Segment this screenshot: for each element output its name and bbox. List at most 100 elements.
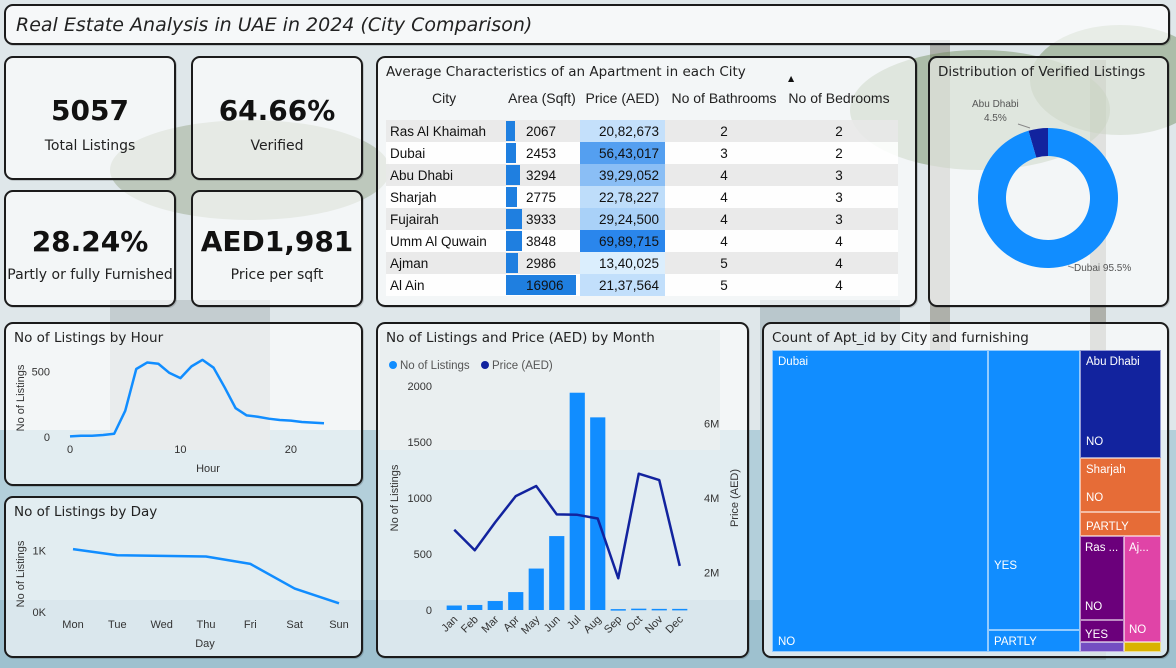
apt-count-treemap-card[interactable]: Count of Apt_id by City and furnishing D…: [762, 322, 1169, 658]
cell-bedrooms: 4: [835, 277, 843, 293]
table-row[interactable]: Sharjah 2775 22,78,227 4 3: [386, 186, 898, 208]
cell-city: Fujairah: [390, 211, 439, 227]
donut-slice-dubai[interactable]: [978, 128, 1118, 268]
cell-bedrooms: 3: [835, 167, 843, 183]
cell-city: Ras Al Khaimah: [390, 123, 487, 139]
cell-bedrooms: 3: [835, 189, 843, 205]
bar-listings[interactable]: [672, 608, 688, 611]
cell-area-value: 2453: [526, 145, 557, 161]
area-data-bar: [506, 165, 520, 185]
treemap-cell-dubai-no[interactable]: [772, 350, 988, 652]
verified-listings-donut-card[interactable]: Distribution of Verified Listings Abu Dh…: [928, 56, 1169, 307]
area-data-bar: [506, 231, 522, 251]
apartment-characteristics-table-card[interactable]: Average Characteristics of an Apartment …: [376, 56, 917, 307]
kpi-verified[interactable]: 64.66% Verified: [191, 56, 363, 180]
x-tick-label: Apr: [501, 613, 522, 634]
col-header-bedrooms[interactable]: No of Bedrooms: [788, 90, 890, 106]
col-header-area[interactable]: Area (Sqft): [508, 90, 576, 106]
cell-price: 21,37,564: [580, 274, 665, 296]
treemap-cell-ajman-other[interactable]: [1124, 642, 1161, 652]
col-header-bathrooms[interactable]: No of Bathrooms: [671, 90, 777, 106]
listings-price-by-month-chart: No of Listings Price (AED) 0 500 1000 1500 200…: [389, 360, 741, 637]
treemap-label-abu-dhabi-no: NO: [1086, 436, 1104, 448]
bar-listings[interactable]: [651, 608, 667, 611]
bar-listings[interactable]: [590, 417, 606, 610]
table-row[interactable]: Dubai 2453 56,43,017 3 2: [386, 142, 898, 164]
listings-price-by-month-card[interactable]: No of Listings and Price (AED) by Month …: [376, 322, 749, 658]
area-data-bar: [506, 209, 523, 229]
treemap-label-abu-dhabi: Abu Dhabi: [1086, 356, 1140, 368]
x-tick-label: Jun: [542, 614, 563, 635]
table-row[interactable]: Fujairah 3933 29,24,500 4 3: [386, 208, 898, 230]
treemap-label-ras-al-khaimah-yes: YES: [1085, 629, 1109, 641]
bar-listings[interactable]: [487, 601, 503, 610]
treemap-cell-abu-dhabi-no[interactable]: [1080, 350, 1161, 458]
bar-listings[interactable]: [508, 592, 524, 610]
cell-price-value: 69,89,715: [598, 233, 659, 249]
bar-listings[interactable]: [610, 609, 626, 611]
legend-label-listings[interactable]: No of Listings: [400, 360, 470, 372]
bar-listings[interactable]: [446, 605, 462, 610]
treemap-cell-ras-al-khaimah-yes[interactable]: [1080, 620, 1124, 642]
kpi-total-listings[interactable]: 5057 Total Listings: [4, 56, 176, 180]
cell-bathrooms: 5: [720, 255, 728, 271]
cell-city: Al Ain: [390, 277, 425, 293]
cell-area: 3933: [504, 208, 580, 230]
bar-listings[interactable]: [569, 392, 585, 610]
hour-series-line[interactable]: [69, 358, 325, 438]
treemap-cell-sharjah-no[interactable]: [1080, 458, 1161, 512]
treemap-label-ras-al-khaimah: Ras ...: [1085, 542, 1119, 554]
table-row[interactable]: Ajman 2986 13,40,025 5 4: [386, 252, 898, 274]
bar-listings[interactable]: [467, 604, 483, 610]
y-tick-label: 1500: [408, 437, 432, 449]
table-row[interactable]: Abu Dhabi 3294 39,29,052 4 3: [386, 164, 898, 186]
cell-area: 2453: [504, 142, 580, 164]
sort-ascending-icon[interactable]: ▲: [788, 74, 795, 83]
kpi-furnished[interactable]: 28.24% Partly or fully Furnished: [4, 190, 176, 307]
treemap-cell-ras-al-khaimah-no[interactable]: [1080, 536, 1124, 620]
kpi-price-per-sqft[interactable]: AED1,981 Price per sqft: [191, 190, 363, 307]
x-tick-label: Nov: [643, 613, 666, 636]
col-header-city[interactable]: City: [432, 90, 457, 106]
y2-tick-label: 2M: [704, 568, 719, 580]
bar-listings[interactable]: [631, 608, 647, 611]
treemap-label-sharjah: Sharjah: [1086, 464, 1126, 476]
cell-area-value: 2067: [526, 123, 557, 139]
treemap-label-sharjah-no: NO: [1086, 492, 1104, 504]
kpi-furnished-value: 28.24%: [31, 225, 149, 258]
listings-by-hour-card[interactable]: No of Listings by Hour 0 500 0 10 20 Hour No o…: [4, 322, 363, 486]
treemap-cell-sharjah-partly[interactable]: [1080, 512, 1161, 536]
treemap-label-dubai-no: NO: [778, 636, 796, 648]
price-series-line[interactable]: [453, 472, 681, 580]
kpi-verified-label: Verified: [250, 138, 304, 154]
legend-label-price[interactable]: Price (AED): [492, 360, 553, 372]
day-series-line[interactable]: [72, 547, 340, 605]
bar-listings[interactable]: [528, 568, 544, 610]
cell-area: 3848: [504, 230, 580, 252]
x-tick-label: 10: [174, 444, 186, 456]
x-tick-label: Jan: [439, 614, 460, 635]
donut-slice-abu-dhabi[interactable]: [1028, 128, 1048, 158]
treemap-cell-dubai-partly[interactable]: [988, 630, 1080, 652]
y-tick-label: 500: [414, 549, 432, 561]
listings-by-day-card[interactable]: No of Listings by Day 0K 1K Mon Tue Wed Thu Fr…: [4, 496, 363, 658]
y-tick-label: 2000: [408, 381, 432, 393]
kpi-total-listings-value: 5057: [51, 94, 129, 127]
col-header-price[interactable]: Price (AED): [585, 90, 660, 106]
cell-area: 2986: [504, 252, 580, 274]
x-tick-label: Jul: [565, 614, 583, 632]
table-row[interactable]: Umm Al Quwain 3848 69,89,715 4 4: [386, 230, 898, 252]
treemap-chart: Dubai NO YES PARTLY Abu Dhabi NO Sharjah NO PART…: [772, 350, 1161, 652]
treemap-cell-ras-al-khaimah-partly[interactable]: [1080, 642, 1124, 652]
treemap-cell-dubai-yes[interactable]: [988, 350, 1080, 630]
area-data-bar: [506, 275, 576, 295]
bar-listings[interactable]: [549, 536, 565, 610]
y2-tick-label: 6M: [704, 418, 719, 430]
donut-label-dubai: Dubai 95.5%: [1074, 263, 1132, 274]
cell-price: 13,40,025: [580, 252, 665, 274]
table-row[interactable]: Ras Al Khaimah 2067 20,82,673 2 2: [386, 120, 898, 142]
table-row[interactable]: Al Ain 16906 21,37,564 5 4: [386, 274, 898, 296]
treemap-cell-ajman-no[interactable]: [1124, 536, 1161, 642]
dashboard-title: Real Estate Analysis in UAE in 2024 (Cit…: [16, 14, 533, 36]
cell-area: 3294: [504, 164, 580, 186]
